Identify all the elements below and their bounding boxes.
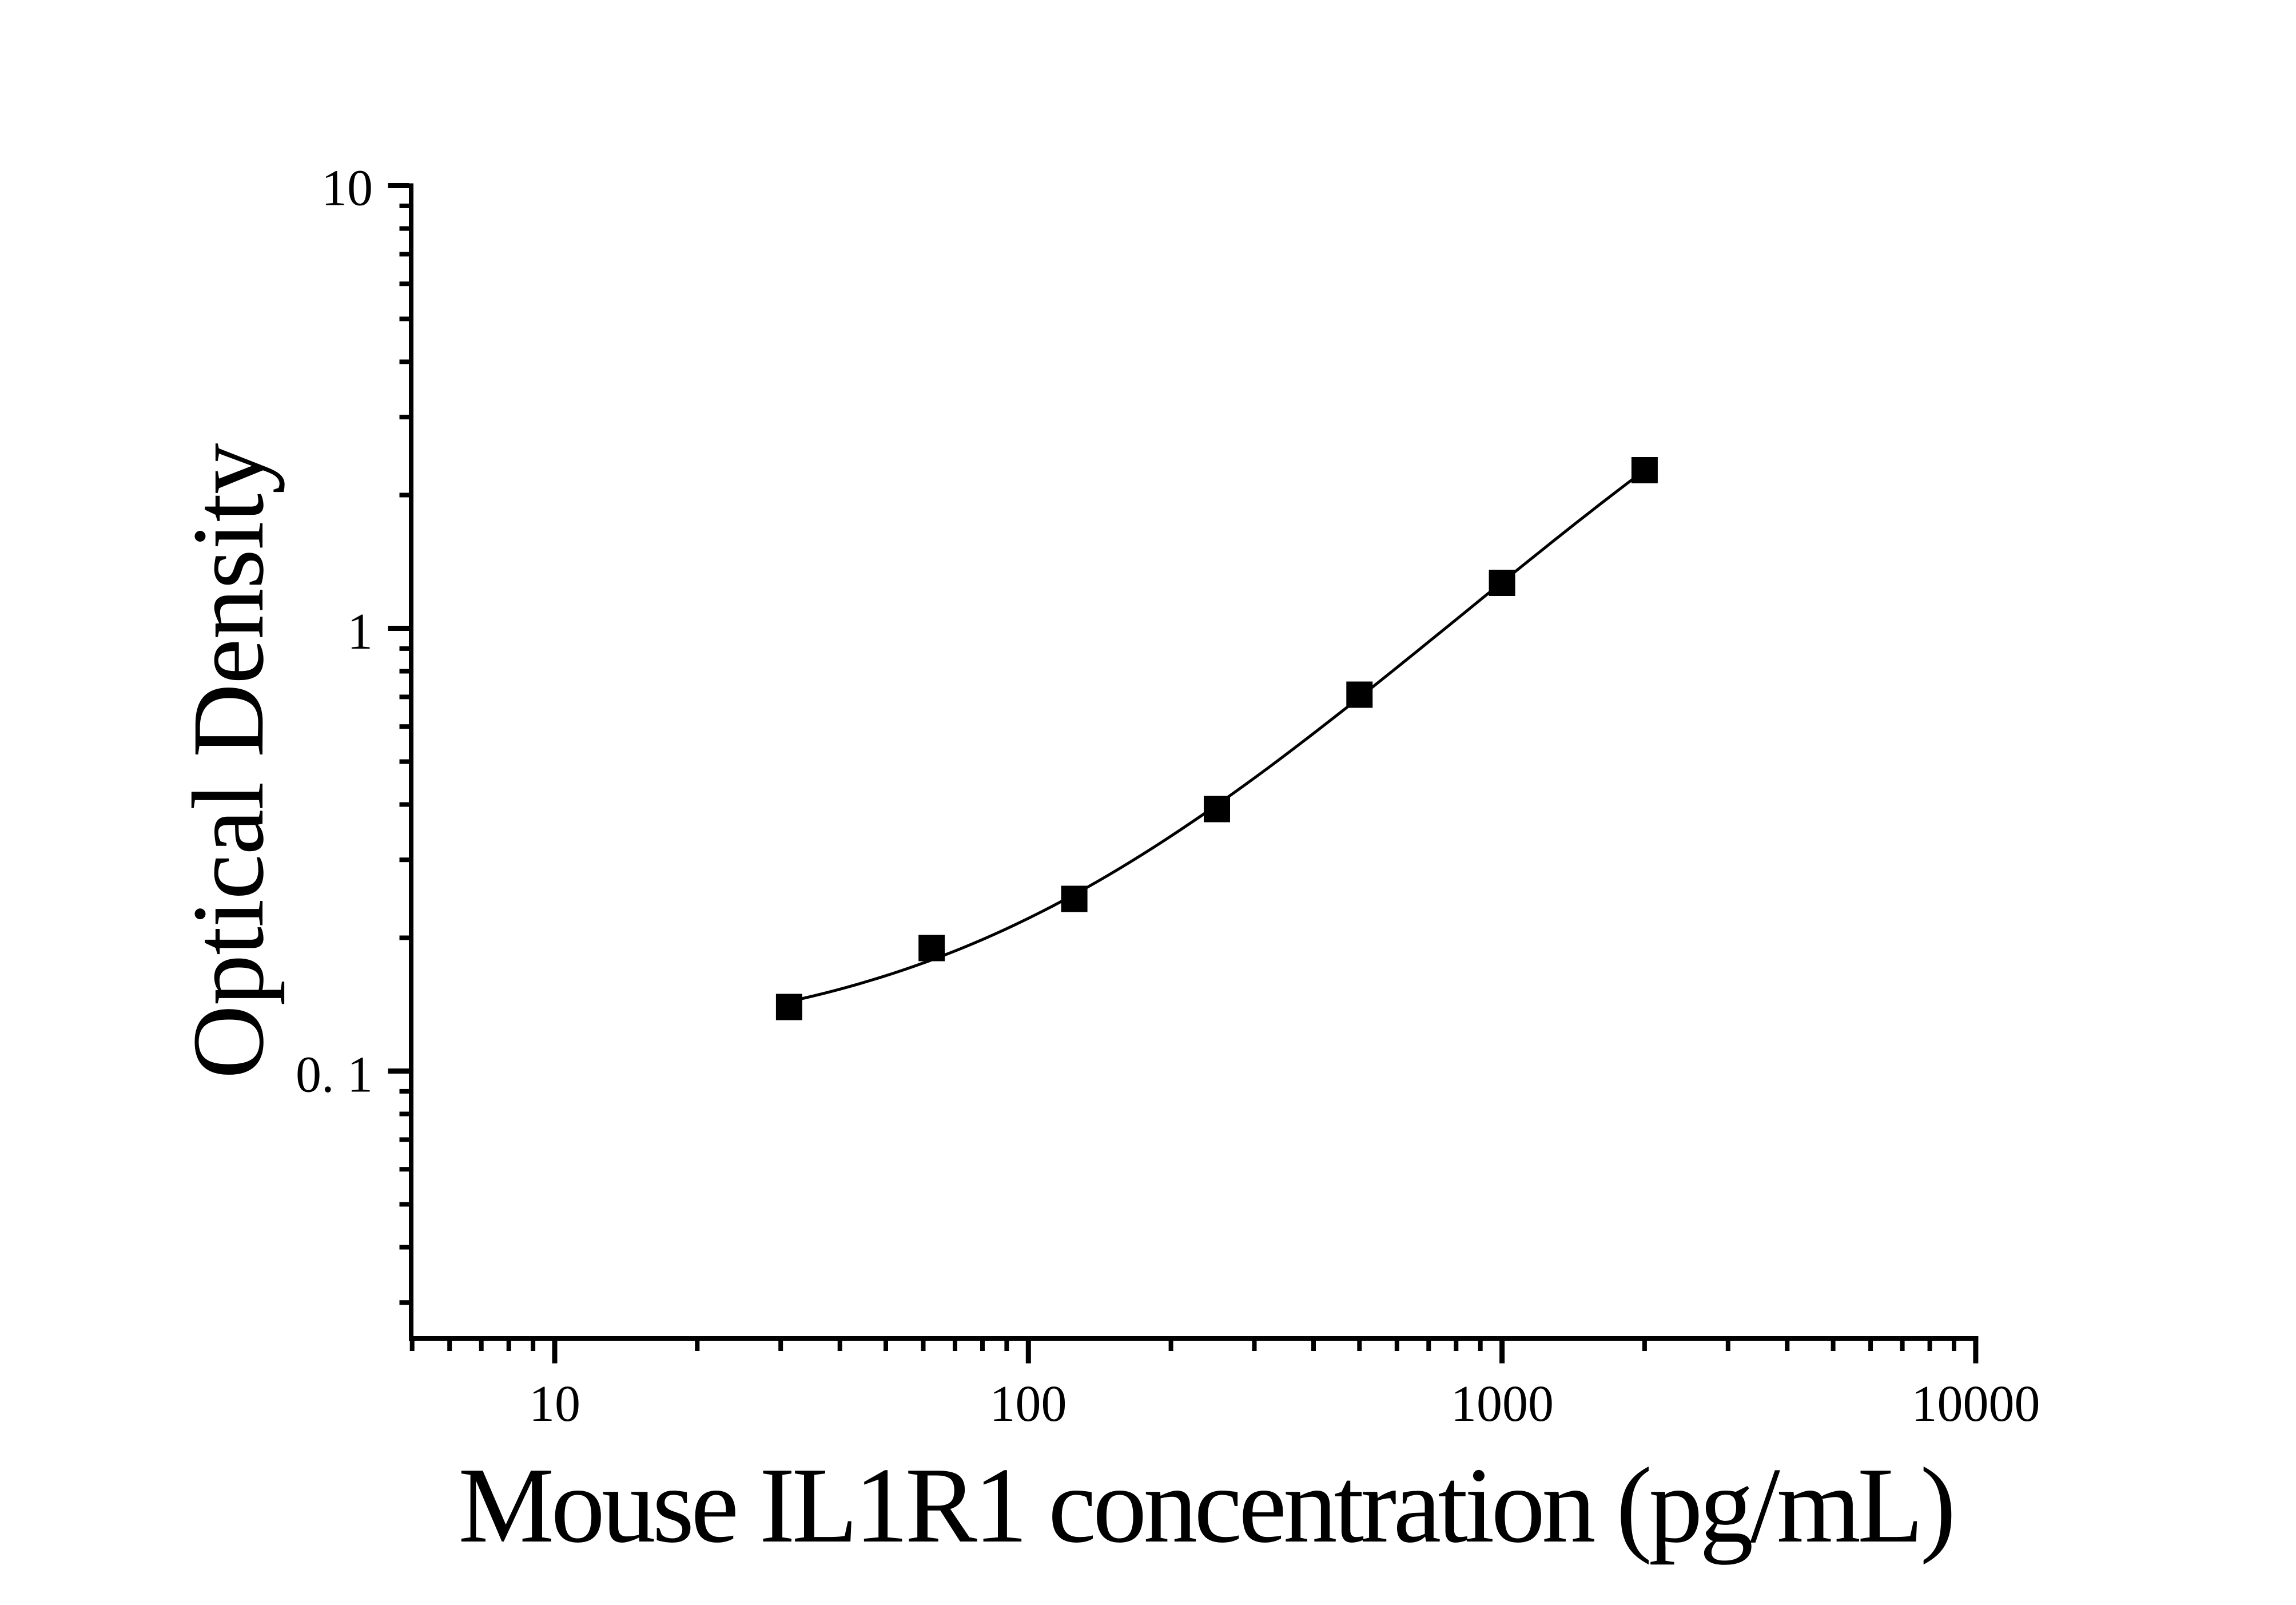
svg-text:10000: 10000: [1912, 1376, 2040, 1432]
svg-text:10: 10: [321, 160, 373, 217]
svg-text:1000: 1000: [1451, 1376, 1554, 1432]
svg-text:Optical Density: Optical Density: [171, 443, 285, 1079]
svg-text:100: 100: [990, 1376, 1067, 1432]
svg-text:10: 10: [529, 1376, 580, 1432]
svg-text:0. 1: 0. 1: [296, 1047, 373, 1103]
svg-text:Mouse IL1R1 concentration (pg/: Mouse IL1R1 concentration (pg/mL): [458, 1445, 1952, 1565]
svg-text:1: 1: [347, 603, 373, 660]
